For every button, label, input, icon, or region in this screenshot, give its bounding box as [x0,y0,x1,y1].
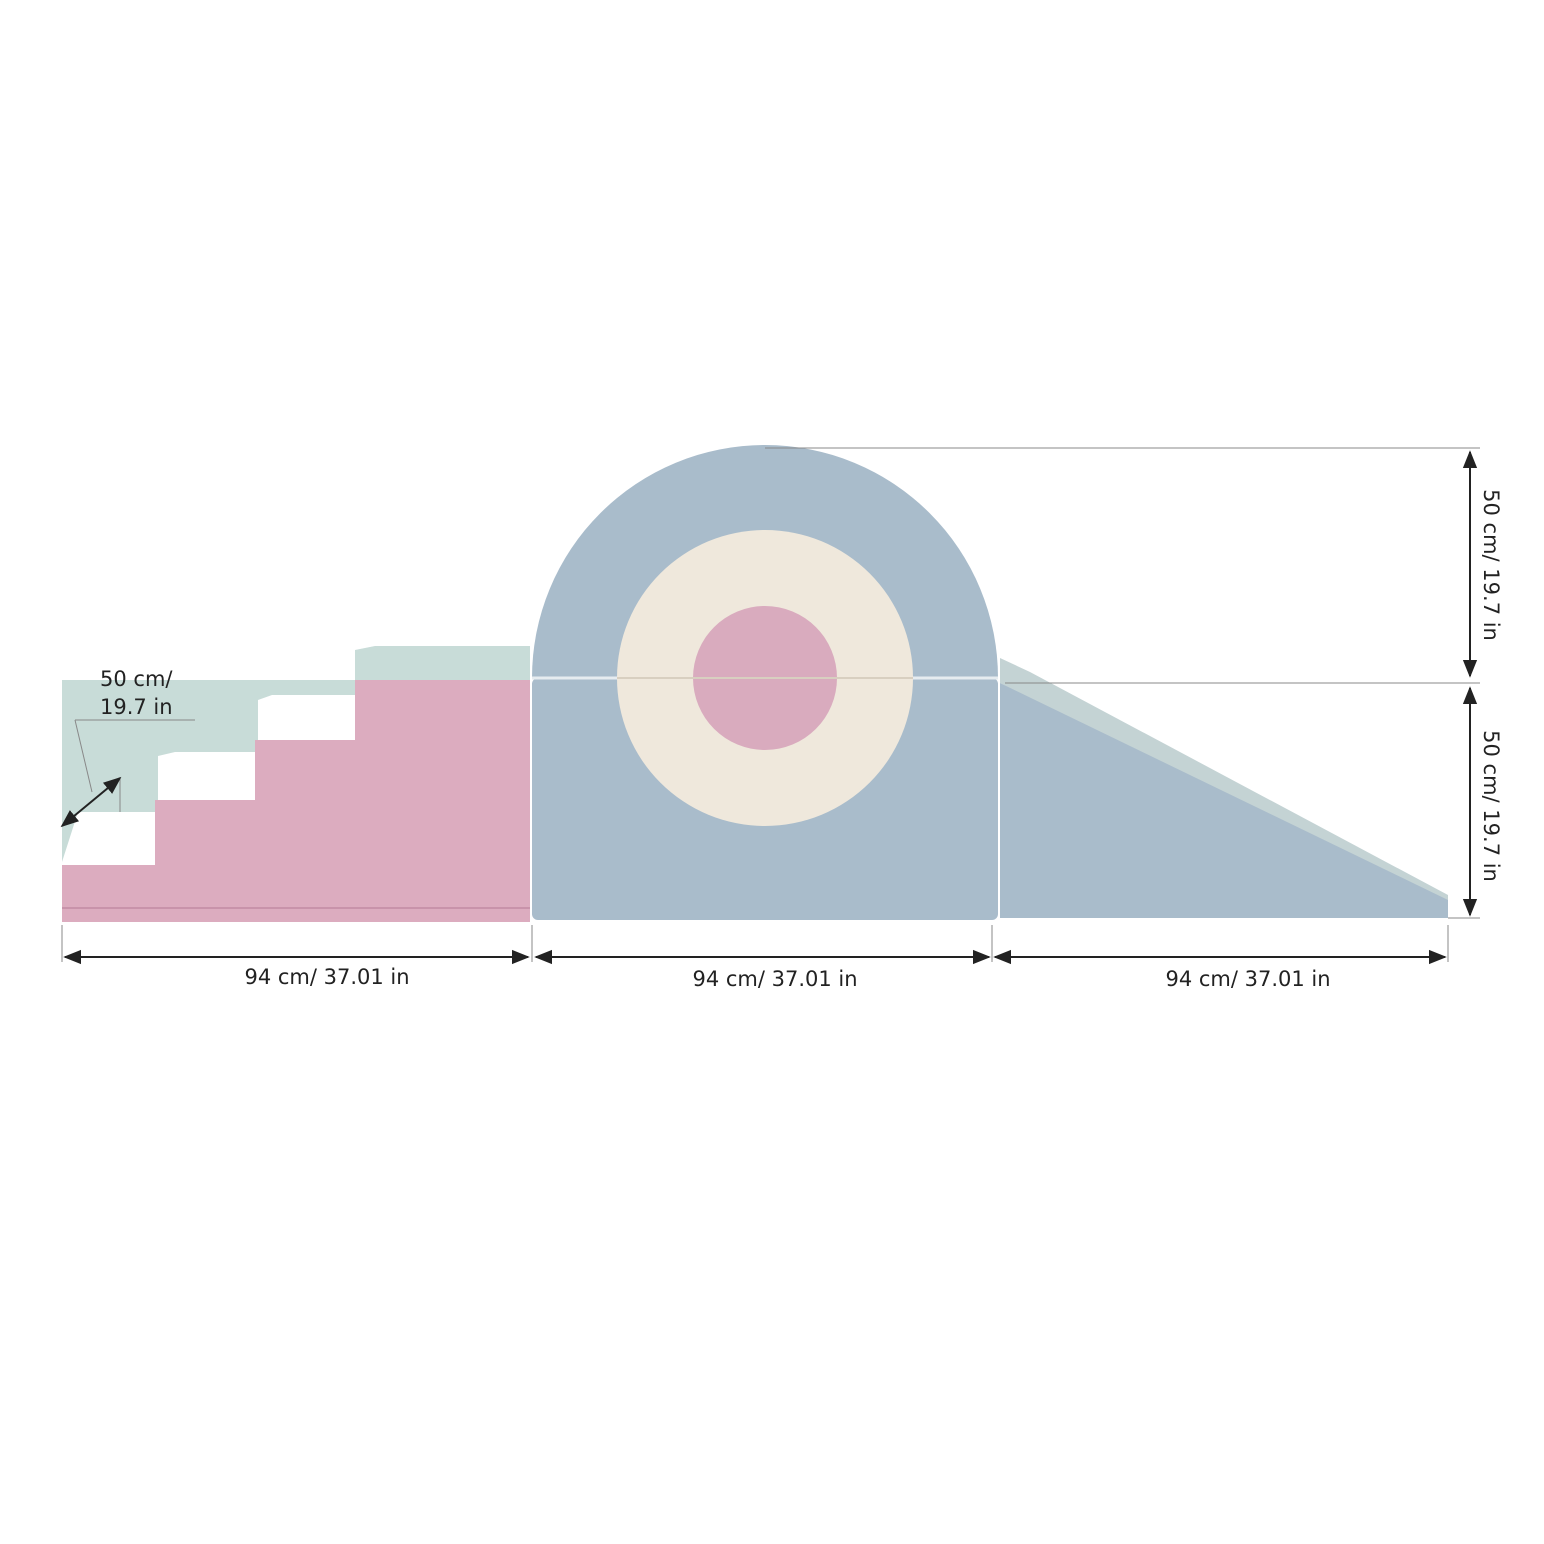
stairs [62,646,530,922]
depth-label: 19.7 in [100,695,173,719]
arch-block [532,445,998,920]
height-label: 50 cm/ 19.7 in [1479,489,1503,641]
dimension-lines [60,447,1480,965]
width-label: 94 cm/ 37.01 in [1165,967,1330,991]
ramp [1000,658,1448,918]
height-label: 50 cm/ 19.7 in [1479,730,1503,882]
width-label: 94 cm/ 37.01 in [692,967,857,991]
width-label: 94 cm/ 37.01 in [244,965,409,989]
depth-label: 50 cm/ [100,667,173,691]
